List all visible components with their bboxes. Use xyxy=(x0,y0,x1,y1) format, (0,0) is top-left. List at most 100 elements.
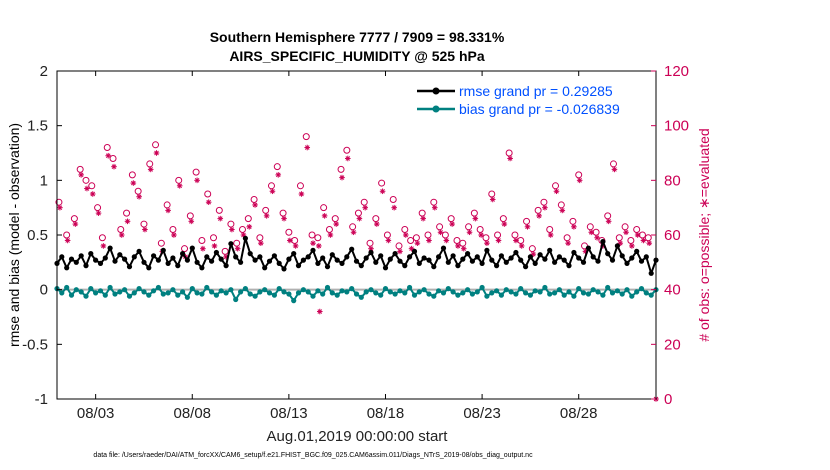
bias-point xyxy=(469,291,475,297)
obs-possible-point xyxy=(401,226,409,234)
obs-evaluated-point xyxy=(449,221,455,227)
rmse-point xyxy=(223,263,229,269)
rmse-point xyxy=(320,255,326,261)
obs-possible-point xyxy=(633,226,641,234)
obs-possible-point xyxy=(546,226,554,234)
obs-evaluated-point xyxy=(252,202,258,208)
obs-evaluated-point xyxy=(316,243,322,249)
rmse-point xyxy=(624,260,630,266)
bias-point xyxy=(614,288,621,294)
obs-evaluated-point xyxy=(524,224,531,230)
obs-possible-point xyxy=(134,187,142,195)
obs-evaluated-point xyxy=(78,172,84,178)
rmse-point xyxy=(141,259,147,265)
rmse-point xyxy=(498,253,504,259)
obs-evaluated-point xyxy=(72,221,79,227)
obs-evaluated-point xyxy=(356,215,363,222)
bias-point xyxy=(605,284,611,291)
rmse-point xyxy=(315,260,321,266)
x-axis-label: Aug.01,2019 00:00:00 start xyxy=(267,428,449,445)
bias-point xyxy=(242,286,248,292)
rmse-point xyxy=(552,259,558,265)
obs-possible-point xyxy=(609,160,617,168)
obs-evaluated-point xyxy=(437,229,444,236)
bias-point xyxy=(131,290,137,296)
obs-evaluated-point xyxy=(136,193,142,200)
obs-possible-point xyxy=(465,223,473,231)
bias-point xyxy=(638,286,645,292)
bias-point xyxy=(450,289,456,295)
rmse-point xyxy=(527,254,534,260)
rmse-point xyxy=(426,257,432,263)
rmse-point xyxy=(349,246,355,252)
obs-possible-point xyxy=(146,160,154,168)
bias-point xyxy=(102,292,108,298)
rmse-point xyxy=(460,256,466,262)
rmse-point xyxy=(209,258,215,264)
bias-point xyxy=(378,292,384,298)
obs-evaluated-point xyxy=(489,196,496,203)
bias-point xyxy=(146,292,152,298)
obs-possible-point xyxy=(128,171,136,179)
rmse-point xyxy=(131,254,137,260)
obs-evaluated-point xyxy=(339,174,345,181)
rmse-point xyxy=(213,249,219,256)
obs-evaluated-point xyxy=(455,243,461,249)
rmse-point xyxy=(537,252,543,258)
obs-evaluated-point xyxy=(118,232,125,238)
obs-possible-point xyxy=(557,201,565,209)
bias-point xyxy=(204,284,210,291)
left-axis-tick-label: -1 xyxy=(35,391,48,408)
obs-evaluated-point xyxy=(402,232,409,238)
obs-evaluated-point xyxy=(588,229,595,236)
bias-point xyxy=(407,284,413,291)
obs-possible-point xyxy=(140,220,148,228)
obs-evaluated-point xyxy=(333,221,340,227)
obs-evaluated-point xyxy=(460,245,467,252)
rmse-point xyxy=(469,258,475,264)
bias-point xyxy=(334,292,340,298)
ticks-layer xyxy=(57,70,656,400)
legend-bias-marker-icon xyxy=(432,105,440,113)
obs-possible-point xyxy=(395,242,403,250)
obs-possible-point xyxy=(563,234,571,242)
bias-point xyxy=(165,290,171,296)
rmse-point xyxy=(93,257,99,263)
obs-possible-point xyxy=(441,231,449,239)
rmse-point xyxy=(411,248,418,254)
bias-point xyxy=(397,288,403,294)
obs-possible-point xyxy=(238,226,246,234)
rmse-point xyxy=(122,256,128,262)
rmse-point xyxy=(387,256,393,262)
rmse-point xyxy=(542,256,548,262)
bias-point xyxy=(547,291,553,297)
obs-possible-point xyxy=(523,217,531,225)
obs-evaluated-point xyxy=(397,248,403,255)
obs-possible-point xyxy=(204,190,212,198)
obs-possible-point xyxy=(360,198,368,206)
x-axis-tick-label: 08/28 xyxy=(560,405,598,422)
rmse-point xyxy=(160,247,166,253)
rmse-point xyxy=(595,258,601,264)
bias-point xyxy=(373,290,379,296)
x-axis-tick-label: 08/18 xyxy=(367,405,405,422)
rmse-point xyxy=(242,235,248,241)
obs-evaluated-point xyxy=(495,237,502,244)
obs-evaluated-point xyxy=(89,191,96,197)
obs-evaluated-point xyxy=(431,204,438,211)
rmse-point xyxy=(295,263,302,269)
rmse-point xyxy=(262,265,268,271)
obs-possible-point xyxy=(186,212,194,220)
rmse-point xyxy=(571,249,577,256)
obs-evaluated-point xyxy=(275,172,282,178)
obs-evaluated-point xyxy=(634,232,641,238)
rmse-point xyxy=(440,245,447,251)
bias-point xyxy=(513,291,519,297)
bias-point xyxy=(107,284,113,291)
bias-point xyxy=(387,289,393,295)
bias-point xyxy=(479,284,485,291)
bias-point xyxy=(151,288,157,294)
obs-possible-point xyxy=(534,206,542,214)
obs-possible-point xyxy=(383,231,391,239)
bias-point xyxy=(291,298,297,304)
